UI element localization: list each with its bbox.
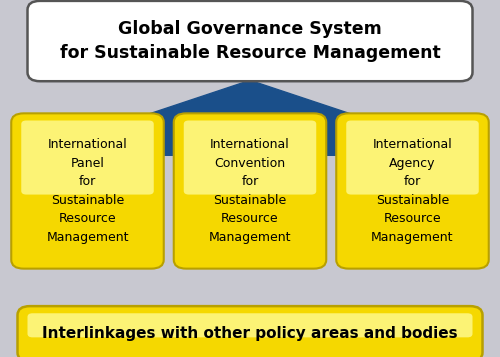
FancyBboxPatch shape (336, 114, 489, 268)
FancyBboxPatch shape (18, 306, 482, 357)
FancyBboxPatch shape (184, 121, 316, 195)
FancyBboxPatch shape (28, 1, 472, 81)
Text: International
Convention
for
Sustainable
Resource
Management: International Convention for Sustainable… (209, 138, 291, 244)
Text: Global Governance System
for Sustainable Resource Management: Global Governance System for Sustainable… (60, 20, 440, 62)
FancyBboxPatch shape (11, 114, 164, 268)
FancyBboxPatch shape (21, 121, 154, 195)
Text: Interlinkages with other policy areas and bodies: Interlinkages with other policy areas an… (42, 326, 458, 341)
FancyBboxPatch shape (174, 114, 326, 268)
Polygon shape (25, 80, 475, 155)
FancyBboxPatch shape (38, 8, 463, 45)
Text: International
Agency
for
Sustainable
Resource
Management: International Agency for Sustainable Res… (371, 138, 454, 244)
FancyBboxPatch shape (346, 121, 479, 195)
Text: International
Panel
for
Sustainable
Resource
Management: International Panel for Sustainable Reso… (46, 138, 129, 244)
FancyBboxPatch shape (28, 313, 472, 337)
